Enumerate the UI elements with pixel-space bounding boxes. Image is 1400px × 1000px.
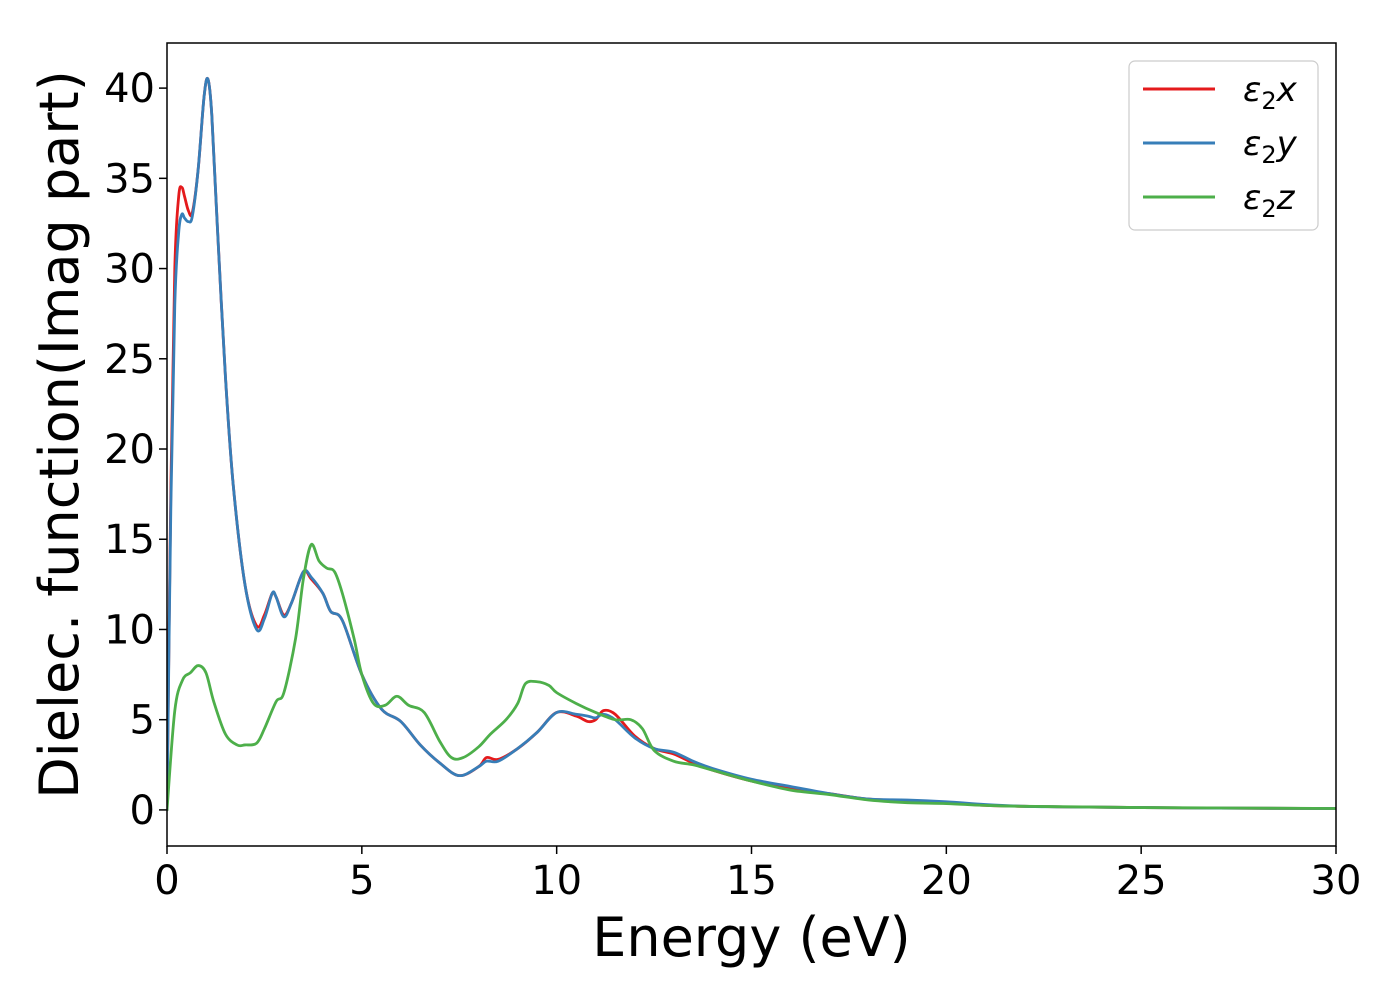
y-tick-label: 35 [104,156,155,202]
x-tick-label: 25 [1116,858,1167,904]
x-tick-label: 0 [154,858,179,904]
x-axis: 0 5 10 15 20 25 30 [154,846,1361,904]
legend-label-x: ε2x [1243,70,1298,115]
y-axis-label: Dielec. function(Imag part) [28,70,91,799]
legend: ε2x ε2y ε2z [1128,60,1319,231]
plot-area [166,42,1337,847]
y-tick-label: 40 [104,66,155,112]
x-axis-label: Energy (eV) [592,906,911,969]
series-line-y [167,76,1336,812]
y-tick-label: 5 [130,698,155,744]
series-layer [167,76,1336,812]
y-tick-label: 30 [104,247,155,293]
x-tick-label: 15 [726,858,777,904]
y-tick-label: 0 [130,788,155,834]
y-axis: 0 5 10 15 20 25 30 35 40 [104,66,167,834]
x-tick-label: 10 [531,858,582,904]
y-tick-label: 10 [104,607,155,653]
y-tick-label: 20 [104,427,155,473]
legend-label-y: ε2y [1243,124,1298,169]
x-tick-label: 5 [349,858,374,904]
y-tick-label: 25 [104,337,155,383]
series-line-z [167,542,1336,812]
legend-label-z: ε2z [1243,178,1296,223]
y-tick-label: 15 [104,517,155,563]
x-tick-label: 30 [1311,858,1362,904]
x-tick-label: 20 [921,858,972,904]
legend-box [1128,60,1319,231]
